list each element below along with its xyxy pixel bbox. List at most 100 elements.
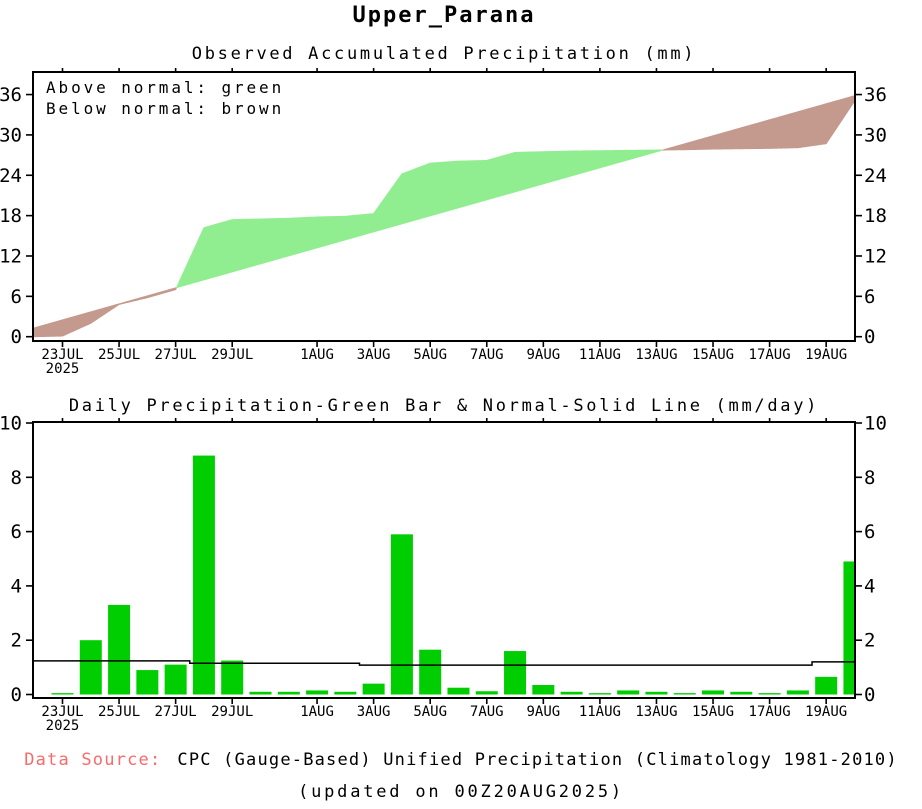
y-axis-label: 30 bbox=[0, 124, 22, 146]
x-axis-date-label: 5AUG bbox=[413, 704, 447, 720]
x-axis-date-label: 13AUG bbox=[635, 347, 677, 363]
daily-precip-bar bbox=[164, 664, 187, 695]
daily-precip-bar bbox=[419, 649, 442, 695]
y-axis-label: 10 bbox=[864, 413, 887, 435]
daily-precip-bar bbox=[108, 604, 131, 695]
y-axis-label: 12 bbox=[0, 245, 22, 267]
daily-precip-bar bbox=[702, 690, 725, 695]
x-axis-date-label: 1AUG bbox=[300, 347, 334, 363]
daily-chart-title: Daily Precipitation-Green Bar & Normal-S… bbox=[68, 396, 820, 416]
x-axis-year-label: 2025 bbox=[46, 361, 80, 377]
x-axis-date-label: 9AUG bbox=[526, 347, 560, 363]
y-axis-label: 10 bbox=[0, 413, 22, 435]
x-axis-date-label: 19AUG bbox=[805, 347, 847, 363]
plot-frame bbox=[32, 421, 856, 699]
legend-above-normal: Above normal: green bbox=[46, 78, 285, 97]
x-axis-date-label: 23JUL bbox=[41, 704, 83, 720]
x-axis-date-label: 7AUG bbox=[470, 704, 504, 720]
page-title: Upper_Parana bbox=[352, 3, 536, 28]
daily-precip-bar bbox=[136, 670, 159, 695]
y-axis-label: 30 bbox=[864, 124, 887, 146]
daily-precip-bar bbox=[532, 685, 555, 695]
x-axis-date-label: 1AUG bbox=[300, 704, 334, 720]
daily-precip-bar bbox=[79, 640, 102, 695]
daily-precip-bar bbox=[617, 690, 640, 695]
daily-precip-bar bbox=[192, 455, 215, 695]
below-normal-area bbox=[662, 95, 855, 151]
daily-precip-bar bbox=[362, 683, 385, 695]
above-normal-area bbox=[175, 149, 664, 289]
x-axis-date-label: 15AUG bbox=[692, 347, 734, 363]
data-source-label: Data Source: bbox=[24, 750, 162, 770]
daily-precip-bar bbox=[504, 651, 527, 695]
y-axis-label: 0 bbox=[11, 684, 22, 706]
daily-precip-bar bbox=[221, 660, 244, 695]
daily-precip-bar bbox=[249, 691, 272, 695]
x-axis-date-label: 3AUG bbox=[357, 347, 391, 363]
y-axis-label: 6 bbox=[864, 286, 875, 308]
daily-precip-bar bbox=[673, 693, 696, 695]
daily-precip-bar bbox=[334, 691, 357, 695]
y-axis-label: 2 bbox=[11, 630, 22, 652]
y-axis-label: 6 bbox=[864, 521, 875, 543]
daily-precip-bar bbox=[588, 693, 611, 695]
x-axis-date-label: 11AUG bbox=[579, 704, 621, 720]
accumulated-chart-title: Observed Accumulated Precipitation (mm) bbox=[191, 44, 697, 64]
daily-precip-bar bbox=[475, 691, 498, 695]
below-normal-area bbox=[32, 286, 178, 338]
accumulated-chart-legend: Above normal: green Below normal: brown bbox=[46, 77, 284, 119]
daily-precip-bar bbox=[51, 693, 74, 695]
y-axis-label: 0 bbox=[864, 684, 875, 706]
x-axis-date-label: 5AUG bbox=[413, 347, 447, 363]
data-source-text: CPC (Gauge-Based) Unified Precipitation … bbox=[177, 750, 898, 770]
x-axis-date-label: 15AUG bbox=[692, 704, 734, 720]
y-axis-label: 12 bbox=[864, 245, 887, 267]
y-axis-label: 4 bbox=[11, 575, 22, 597]
daily-precip-bar bbox=[843, 561, 855, 695]
y-axis-label: 8 bbox=[11, 467, 22, 489]
x-axis-date-label: 29JUL bbox=[211, 347, 253, 363]
x-axis-date-label: 17AUG bbox=[749, 704, 791, 720]
x-axis-date-label: 19AUG bbox=[805, 704, 847, 720]
y-axis-label: 0 bbox=[11, 326, 22, 348]
y-axis-label: 18 bbox=[0, 205, 22, 227]
daily-precip-bar bbox=[306, 690, 329, 695]
x-axis-date-label: 9AUG bbox=[526, 704, 560, 720]
x-axis-date-label: 23JUL bbox=[41, 347, 83, 363]
y-axis-label: 36 bbox=[864, 84, 887, 106]
daily-precip-bar bbox=[645, 691, 668, 695]
x-axis-date-label: 13AUG bbox=[635, 704, 677, 720]
y-axis-label: 8 bbox=[864, 467, 875, 489]
y-axis-label: 36 bbox=[0, 84, 22, 106]
x-axis-date-label: 7AUG bbox=[470, 347, 504, 363]
y-axis-label: 6 bbox=[11, 521, 22, 543]
daily-precip-bar bbox=[560, 691, 583, 695]
y-axis-label: 24 bbox=[864, 165, 887, 187]
y-axis-label: 18 bbox=[864, 205, 887, 227]
x-axis-date-label: 17AUG bbox=[749, 347, 791, 363]
daily-precip-bar bbox=[758, 693, 781, 695]
updated-line: (updated on 00Z20AUG2025) bbox=[298, 782, 624, 802]
y-axis-label: 24 bbox=[0, 165, 22, 187]
y-axis-label: 6 bbox=[11, 286, 22, 308]
x-axis-date-label: 3AUG bbox=[357, 704, 391, 720]
y-axis-label: 4 bbox=[864, 575, 875, 597]
daily-normal-line bbox=[33, 660, 855, 666]
x-axis-date-label: 25JUL bbox=[98, 704, 140, 720]
data-source-line: Data Source: CPC (Gauge-Based) Unified Pr… bbox=[0, 750, 922, 770]
x-axis-date-label: 29JUL bbox=[211, 704, 253, 720]
x-axis-date-label: 11AUG bbox=[579, 347, 621, 363]
x-axis-date-label: 27JUL bbox=[155, 704, 197, 720]
daily-precip-bar bbox=[730, 691, 753, 695]
legend-below-normal: Below normal: brown bbox=[46, 99, 285, 118]
x-axis-year-label: 2025 bbox=[46, 718, 80, 734]
daily-precip-bar bbox=[390, 534, 413, 695]
y-axis-label: 0 bbox=[864, 326, 875, 348]
x-axis-date-label: 27JUL bbox=[155, 347, 197, 363]
daily-precip-bar bbox=[447, 687, 470, 695]
daily-precip-bar bbox=[277, 691, 300, 695]
y-axis-label: 2 bbox=[864, 630, 875, 652]
plot-frame bbox=[32, 71, 856, 342]
daily-precip-bar bbox=[815, 676, 838, 695]
